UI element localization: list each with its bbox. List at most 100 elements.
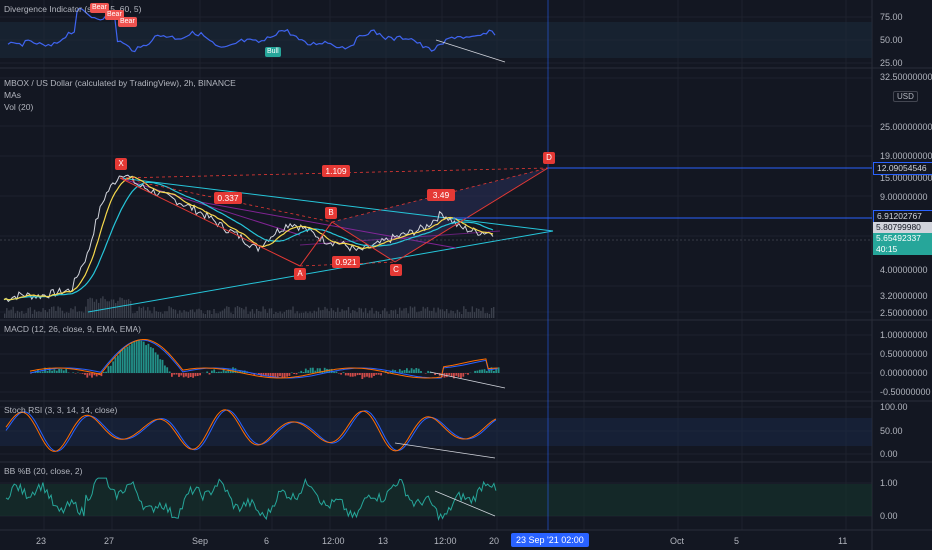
volume-bar-1 xyxy=(6,308,8,318)
bbpb-line xyxy=(5,477,497,522)
volume-bar-220 xyxy=(473,312,476,318)
macd-bar-194 xyxy=(485,370,488,373)
volume-bar-53 xyxy=(117,300,119,318)
harmonic-leg-3 xyxy=(394,167,549,263)
volume-bar-48 xyxy=(106,301,108,318)
volume-bar-51 xyxy=(112,299,115,318)
macd-bar-163 xyxy=(413,369,415,373)
volume-bar-170 xyxy=(367,313,369,318)
volume-bar-37 xyxy=(83,312,85,318)
volume-bar-71 xyxy=(155,311,157,318)
macd-bar-186 xyxy=(467,373,469,375)
volume-bars xyxy=(4,296,495,318)
macd-bar-22 xyxy=(81,373,84,374)
price-levels xyxy=(0,167,872,241)
volume-bar-229 xyxy=(493,307,495,318)
macd-bar-72 xyxy=(199,373,201,376)
volume-bar-35 xyxy=(78,311,81,318)
volume-bar-223 xyxy=(480,310,482,318)
macd-bar-95 xyxy=(253,373,256,376)
macd-bar-41 xyxy=(126,346,129,373)
macd-tick-2: 0.00000000 xyxy=(880,368,928,378)
volume-bar-56 xyxy=(123,299,125,318)
volume-bar-180 xyxy=(388,313,390,318)
volume-bar-115 xyxy=(249,311,251,318)
volume-bar-121 xyxy=(262,306,264,318)
macd-bar-190 xyxy=(476,370,479,373)
volume-bar-0 xyxy=(4,313,6,318)
macd-bar-182 xyxy=(457,373,460,378)
macd-bar-178 xyxy=(448,373,451,376)
legend-mas: MAs xyxy=(4,90,21,100)
price-tick-4: 9.00000000 xyxy=(880,192,928,202)
macd-bar-177 xyxy=(445,373,448,378)
volume-bar-174 xyxy=(375,310,377,318)
macd-tick-1: 0.50000000 xyxy=(880,349,928,359)
macd-bar-4 xyxy=(39,371,42,373)
volume-bar-144 xyxy=(311,313,313,318)
stoch-pane xyxy=(0,409,872,459)
macd-bar-44 xyxy=(133,341,136,373)
macd-bar-54 xyxy=(156,354,159,373)
macd-bar-67 xyxy=(187,373,190,378)
volume-bar-222 xyxy=(478,308,480,318)
macd-bar-112 xyxy=(293,373,295,374)
macd-bar-149 xyxy=(380,373,382,376)
macd-bar-40 xyxy=(124,348,126,373)
volume-bar-196 xyxy=(422,306,424,318)
volume-bar-100 xyxy=(217,313,219,318)
macd-bar-63 xyxy=(178,373,180,377)
volume-bar-132 xyxy=(285,310,288,318)
macd-bar-8 xyxy=(48,367,51,373)
price-pane xyxy=(0,167,872,318)
macd-bar-143 xyxy=(366,373,368,377)
volume-bar-93 xyxy=(202,313,204,318)
volume-bar-26 xyxy=(59,307,61,318)
purple-line-2 xyxy=(199,201,457,249)
triangle-lower xyxy=(87,230,554,313)
volume-bar-211 xyxy=(454,313,456,318)
ma-slow-line xyxy=(3,181,494,301)
macd-tick-3: -0.50000000 xyxy=(880,387,931,397)
macd-bar-195 xyxy=(488,369,491,373)
time-cursor-label: 23 Sep '21 02:00 xyxy=(511,533,589,547)
macd-bar-145 xyxy=(370,373,373,378)
volume-bar-19 xyxy=(44,310,46,318)
volume-bar-141 xyxy=(305,311,307,318)
volume-bar-38 xyxy=(85,306,87,318)
macd-bar-86 xyxy=(232,367,234,373)
macd-tick-0: 1.00000000 xyxy=(880,330,928,340)
macd-bar-121 xyxy=(314,370,317,373)
divergence-tick-1: 50.00 xyxy=(880,35,903,45)
macd-bar-34 xyxy=(109,365,112,373)
price-tick-2: 19.00000000 xyxy=(880,151,932,161)
macd-bar-146 xyxy=(373,373,375,376)
volume-bar-128 xyxy=(277,313,279,318)
volume-bar-79 xyxy=(172,309,175,318)
volume-bar-12 xyxy=(29,307,31,318)
volume-bar-11 xyxy=(27,308,29,318)
macd-histogram xyxy=(30,340,500,379)
volume-bar-62 xyxy=(136,311,138,318)
volume-bar-185 xyxy=(399,307,401,318)
volume-bar-189 xyxy=(407,313,409,318)
volume-bar-29 xyxy=(65,312,68,318)
time-label-10: 5 xyxy=(734,536,740,546)
macd-bar-39 xyxy=(121,349,124,373)
volume-bar-66 xyxy=(144,310,147,318)
volume-bar-209 xyxy=(450,310,452,318)
macd-bar-101 xyxy=(267,373,270,377)
macd-bar-168 xyxy=(424,373,427,374)
macd-divergence-trend xyxy=(429,371,506,389)
macd-bar-148 xyxy=(377,373,380,375)
macd-bar-28 xyxy=(95,373,98,377)
volume-bar-140 xyxy=(303,312,305,318)
volume-bar-50 xyxy=(110,299,113,318)
time-label-11: 11 xyxy=(838,536,848,546)
currency-unit[interactable]: USD xyxy=(893,91,918,102)
macd-pane xyxy=(29,339,506,389)
volume-bar-184 xyxy=(396,313,399,318)
macd-bar-169 xyxy=(427,370,429,373)
volume-bar-165 xyxy=(356,312,358,318)
